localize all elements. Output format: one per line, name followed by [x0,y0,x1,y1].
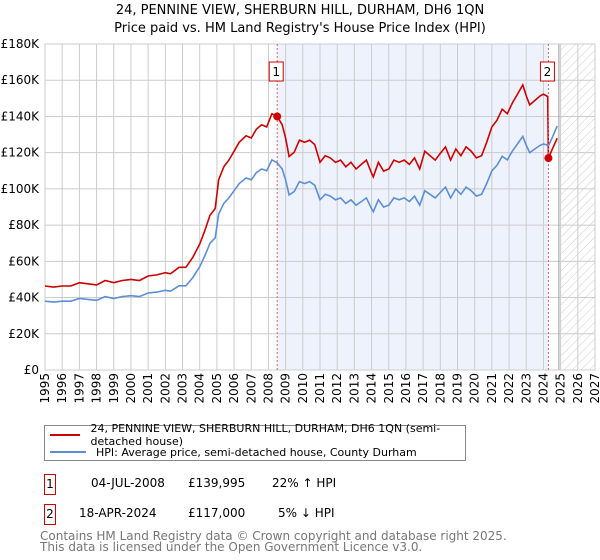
sale-hpi-diff: 5% ↓ HPI [278,506,335,520]
sale-date: 18-APR-2024 [79,506,157,520]
x-tick-label: 2016 [399,373,413,404]
x-tick-label: 2001 [141,373,155,404]
sale-point [273,112,282,121]
x-tick-label: 2021 [485,373,499,404]
ownership-shade [277,44,549,370]
sale-label-box [268,61,284,82]
legend-blue-line-icon [50,451,86,453]
footer-copyright: Contains HM Land Registry data © Crown c… [40,529,507,543]
x-tick-label: 2019 [451,373,465,404]
y-tick-label: £160K [1,73,41,87]
footer-licence: This data is licensed under the Open Gov… [40,540,423,554]
y-tick-label: £120K [1,146,41,160]
x-tick-label: 2014 [365,373,379,404]
chart-title: 24, PENNINE VIEW, SHERBURN HILL, DURHAM,… [115,3,485,18]
sale-price: £139,995 [188,476,246,490]
legend-label-hpi: HPI: Average price, semi-detached house,… [96,445,417,459]
y-tick-label: £60K [8,254,40,268]
x-tick-label: 2005 [210,373,224,404]
x-tick-label: 2011 [313,373,327,404]
x-tick-label: 2026 [571,373,585,404]
x-tick-label: 2015 [382,373,396,404]
x-tick-label: 2017 [416,373,430,404]
x-tick-label: 2023 [519,373,533,404]
x-tick-label: 2013 [347,373,361,404]
x-tick-label: 2020 [468,373,482,404]
legend: 24, PENNINE VIEW, SHERBURN HILL, DURHAM,… [44,422,466,461]
x-tick-label: 2018 [433,373,447,404]
x-tick-label: 1995 [38,373,52,404]
x-tick-label: 2025 [554,373,568,404]
sale-label-box [539,61,555,82]
sale-badge: 1 [44,474,56,495]
plot-border [44,43,596,371]
x-tick-label: 2006 [227,373,241,404]
y-tick-label: £80K [8,218,40,232]
legend-red-line-icon [50,434,81,436]
sale-price: £117,000 [188,506,246,520]
y-tick-label: £100K [1,182,41,196]
x-tick-label: 2004 [193,373,207,404]
sale-row-2: 2 18-APR-2024 £117,000 5% ↓ HPI [44,504,464,525]
legend-label-property: 24, PENNINE VIEW, SHERBURN HILL, DURHAM,… [90,422,441,448]
x-tick-label: 2000 [124,373,138,404]
sale-date: 04-JUL-2008 [91,476,165,490]
sale-row-1: 1 04-JUL-2008 £139,995 22% ↑ HPI [44,474,464,495]
y-tick-label: £0 [24,363,39,377]
y-tick-label: £140K [1,109,41,123]
x-tick-label: 2002 [158,373,172,404]
sale-label: 2 [544,65,552,79]
series-line-property [44,82,558,288]
x-tick-label: 2009 [279,373,293,404]
x-tick-label: 2008 [261,373,275,404]
y-tick-label: £40K [8,291,40,305]
x-tick-label: 2003 [176,373,190,404]
sale-point [544,154,553,163]
x-tick-label: 2010 [296,373,310,404]
legend-item-hpi: HPI: Average price, semi-detached house,… [45,444,417,460]
sale-hpi-diff: 22% ↑ HPI [272,476,337,490]
x-tick-label: 2024 [536,373,550,404]
x-tick-label: 2012 [330,373,344,404]
x-tick-label: 1999 [107,373,121,404]
footer: Contains HM Land Registry data © Crown c… [40,529,507,554]
x-tick-label: 2027 [588,373,600,404]
chart-subtitle: Price paid vs. HM Land Registry's House … [114,21,486,36]
x-tick-label: 2007 [244,373,258,404]
x-tick-label: 1997 [72,373,86,404]
y-tick-label: £180K [1,37,41,51]
series-line-hpi [44,125,558,303]
x-tick-label: 1998 [90,373,104,404]
legend-item-property: 24, PENNINE VIEW, SHERBURN HILL, DURHAM,… [45,422,465,448]
x-tick-label: 1996 [55,373,69,404]
sale-badge: 2 [44,504,56,525]
y-tick-label: £20K [8,327,40,341]
sale-label: 1 [272,65,280,79]
x-tick-label: 2022 [502,373,516,404]
